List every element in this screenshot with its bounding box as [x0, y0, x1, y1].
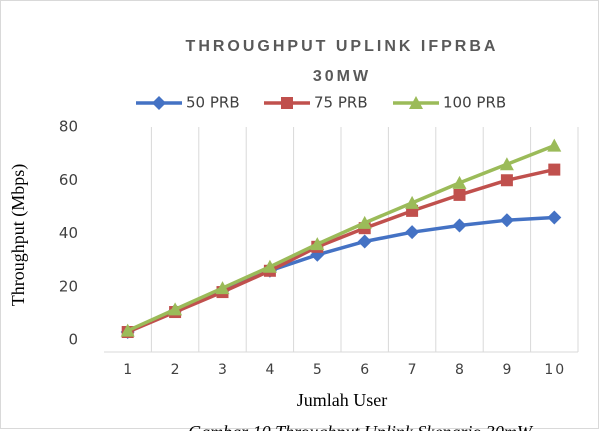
y-tick-label: 0	[68, 331, 78, 349]
y-tick-label: 20	[59, 277, 78, 295]
y-tick-label: 40	[59, 224, 78, 242]
legend-label: 75 PRB	[314, 94, 368, 112]
x-tick-label: 3	[218, 362, 229, 378]
marker	[499, 213, 514, 228]
marker	[262, 259, 277, 273]
x-axis-title: Jumlah User	[297, 390, 387, 410]
x-tick-label: 6	[360, 362, 371, 378]
x-tick-label: 9	[502, 362, 513, 378]
x-tick-label: 8	[455, 362, 466, 378]
x-tick-label: 7	[408, 362, 419, 378]
marker	[452, 175, 467, 189]
legend-label: 100 PRB	[443, 94, 506, 112]
marker	[281, 97, 293, 109]
x-tick-label: 10	[544, 362, 566, 378]
marker	[168, 302, 183, 316]
marker	[152, 96, 166, 110]
y-axis-title: Throughput (Mbps)	[8, 164, 29, 307]
marker	[409, 96, 423, 109]
marker	[405, 225, 420, 240]
caption: Gambar 10 Throughput Uplink Skenario 30m…	[188, 422, 534, 431]
chart-title: 30MW	[313, 68, 371, 85]
marker	[357, 234, 372, 249]
marker	[120, 323, 135, 337]
chart-title: THROUGHPUT UPLINK IFPRBA	[186, 38, 499, 55]
y-tick-label: 80	[59, 118, 78, 136]
marker	[453, 188, 466, 201]
x-tick-label: 2	[171, 362, 182, 378]
marker	[500, 174, 513, 187]
x-tick-label: 1	[123, 362, 134, 378]
marker	[357, 215, 372, 229]
marker	[405, 195, 420, 209]
marker	[547, 210, 562, 225]
marker	[547, 138, 562, 152]
marker	[548, 163, 561, 176]
marker	[499, 157, 514, 171]
line	[127, 167, 555, 334]
marker	[310, 237, 325, 251]
marker	[215, 281, 230, 295]
x-tick-label: 5	[313, 362, 324, 378]
legend-label: 50 PRB	[186, 94, 240, 112]
x-tick-label: 4	[265, 362, 276, 378]
line	[126, 144, 555, 333]
marker	[452, 218, 467, 233]
y-tick-label: 60	[59, 171, 78, 189]
